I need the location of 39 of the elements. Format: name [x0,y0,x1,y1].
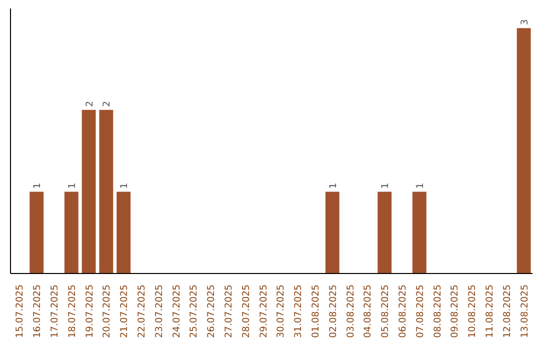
x-tick-label: 30.07.2025 [276,284,287,338]
x-tick-label: 23.07.2025 [154,284,165,338]
x-tick-label: 26.07.2025 [206,284,218,338]
x-tick-label: 31.07.2025 [293,284,304,338]
x-tick-label: 19.07.2025 [84,284,96,338]
data-label: 1 [380,182,392,189]
x-tick-label: 01.08.2025 [310,284,322,338]
x-tick-label: 03.08.2025 [345,284,356,338]
x-tick-label: 05.08.2025 [380,284,392,338]
x-tick-label: 22.07.2025 [136,284,148,338]
data-label: 3 [519,19,530,26]
x-tick-label: 06.08.2025 [398,284,408,338]
x-tick-label: 12.08.2025 [502,284,513,338]
x-tick-label: 29.07.2025 [258,284,270,338]
x-tick-label: 16.07.2025 [32,284,44,338]
data-label: 1 [414,182,426,189]
x-tick-label: 17.07.2025 [50,284,60,338]
x-tick-label: 09.08.2025 [450,284,461,338]
x-tick-label: 28.07.2025 [240,284,252,338]
x-tick-label: 04.08.2025 [362,284,374,338]
x-tick-label: 10.08.2025 [467,284,478,338]
data-label: 1 [328,182,339,189]
x-tick-label: 25.07.2025 [188,284,200,338]
x-tick-label: 13.08.2025 [519,284,530,338]
x-tick-label: 27.07.2025 [224,284,234,338]
x-tick-label: 18.07.2025 [66,284,78,338]
x-tick-label: 08.08.2025 [432,284,444,338]
data-label: 1 [119,182,130,189]
data-label: 2 [84,100,96,107]
x-tick-label: 07.08.2025 [414,284,426,338]
x-tick-label: 21.07.2025 [119,284,130,338]
x-tick-label: 15.07.2025 [14,284,26,338]
x-tick-label: 24.07.2025 [171,284,182,338]
data-label: 1 [32,182,44,189]
data-label: 1 [66,182,78,189]
x-tick-label: 02.08.2025 [328,284,339,338]
x-tick-label: 20.07.2025 [102,284,113,338]
data-label: 2 [102,100,113,107]
x-tick-label: 11.08.2025 [484,284,496,338]
